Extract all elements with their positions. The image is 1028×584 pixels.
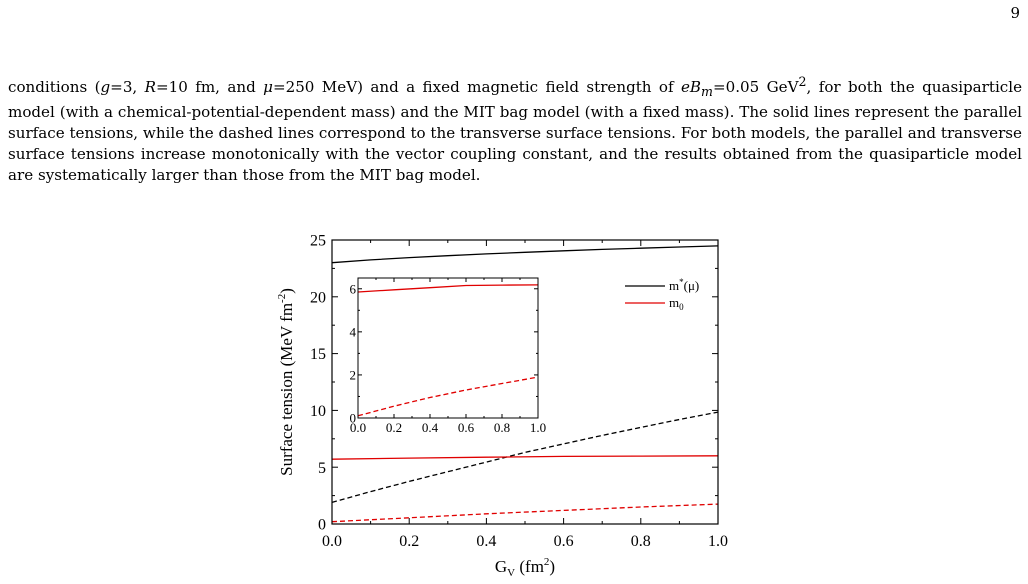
x-tick-label: 0.6 <box>554 533 574 550</box>
y-tick-label: 25 <box>310 233 326 250</box>
main-lines <box>331 245 719 523</box>
x-tick-label: 0.6 <box>458 420 475 435</box>
x-tick-label: 1.0 <box>708 533 728 550</box>
body-paragraph: conditions (g=3, R=10 fm, and μ=250 MeV)… <box>8 71 1022 186</box>
x-tick-label: 0.0 <box>322 533 342 550</box>
y-tick-label: 15 <box>310 346 326 363</box>
x-tick-label: 0.0 <box>350 420 366 435</box>
inset-tick-labels: 0.0 0.2 0.4 0.6 0.8 1.0 0 2 4 6 <box>350 281 547 435</box>
series-line-m0-parallel <box>357 284 539 293</box>
x-tick-label: 0.8 <box>631 533 651 550</box>
plot-frame <box>331 239 719 525</box>
y-tick-label: 0 <box>318 517 326 534</box>
y-axis-label: Surface tension (MeV fm-2) <box>276 288 296 476</box>
series-line-m0-transverse <box>357 376 539 417</box>
y-tick-label: 6 <box>350 281 357 296</box>
series-line-m0-transverse <box>331 503 719 523</box>
inset-frame <box>357 277 539 419</box>
x-tick-label: 0.4 <box>476 533 496 550</box>
x-tick-label: 1.0 <box>530 420 546 435</box>
text-seg2: =3, <box>110 78 145 97</box>
x-tick-label: 0.2 <box>399 533 419 550</box>
y-tick-label: 2 <box>350 367 357 382</box>
legend-label-mstar: m*(μ) <box>669 277 699 293</box>
symbol-m-sub: m <box>701 84 713 100</box>
legend: m*(μ) m0 <box>625 277 699 312</box>
series-line-mstar-transverse <box>331 411 719 504</box>
text-seg6: , for both the quasiparticle model (with… <box>8 78 1023 185</box>
symbol-eB: eB <box>681 78 702 97</box>
series-line-m0-parallel <box>331 455 719 460</box>
figure: 0.0 0.2 0.4 0.6 0.8 1.0 0 5 10 15 20 25 Surface ten… <box>270 228 740 580</box>
page-number: 9 <box>1010 4 1020 22</box>
y-tick-label: 4 <box>350 324 357 339</box>
inset-background <box>358 278 538 418</box>
symbol-R: R <box>144 78 156 97</box>
symbol-g: g <box>100 78 111 97</box>
text-seg5: =0.05 GeV <box>712 78 799 97</box>
inset-chart: 0.0 0.2 0.4 0.6 0.8 1.0 0 2 4 6 <box>350 277 547 435</box>
superscript-2: 2 <box>798 74 807 90</box>
y-tick-label: 20 <box>310 289 326 306</box>
x-tick-label: 0.2 <box>386 420 402 435</box>
y-tick-label: 0 <box>350 411 357 426</box>
series-line-mstar-parallel <box>331 245 719 264</box>
x-tick-label: 0.4 <box>422 420 439 435</box>
inset-lines <box>357 284 539 417</box>
text-seg3: =10 fm, and <box>156 78 264 97</box>
x-tick-label: 0.8 <box>494 420 510 435</box>
x-axis-label: GV (fm2) <box>495 556 555 579</box>
y-tick-label: 5 <box>318 460 326 477</box>
text-seg4: =250 MeV) and a fixed magnetic field str… <box>272 78 681 97</box>
y-tick-label: 10 <box>310 403 326 420</box>
text-seg1: conditions ( <box>8 78 101 97</box>
symbol-mu: μ <box>263 78 273 97</box>
legend-label-m0: m0 <box>669 295 684 312</box>
